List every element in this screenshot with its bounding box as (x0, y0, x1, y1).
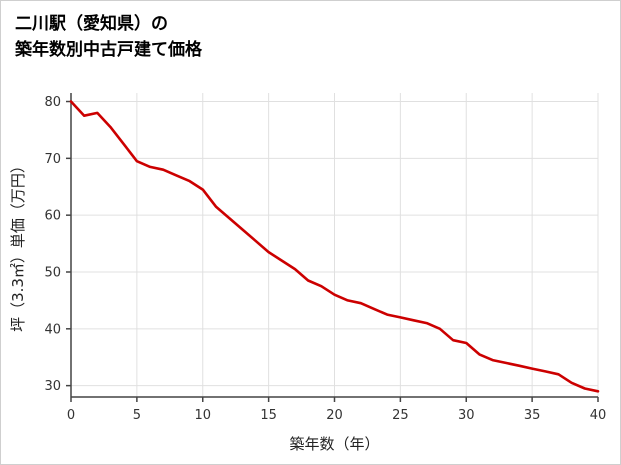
chart-title-line1: 二川駅（愛知県）の (15, 14, 168, 34)
price-line-series (69, 100, 600, 393)
y-tick-label: 60 (44, 209, 61, 224)
chart-title-line2: 築年数別中古戸建て価格 (15, 40, 202, 61)
x-tick-label: 0 (67, 408, 75, 423)
y-tick-label: 80 (44, 95, 61, 110)
x-tick-label: 20 (326, 408, 343, 423)
y-tick-label: 40 (44, 322, 61, 337)
x-tick-label: 5 (133, 408, 141, 423)
x-tick-label: 35 (524, 408, 541, 423)
y-tick-label: 30 (44, 379, 61, 394)
x-tick-label: 40 (590, 408, 607, 423)
chart-title: 二川駅（愛知県）の 築年数別中古戸建て価格 (1, 1, 620, 77)
x-axis-label: 築年数（年） (289, 435, 379, 453)
price-chart: 0 5 10 15 20 25 30 35 40 30 40 50 60 70 80 築年数（年） 坪（3.3㎡… (1, 77, 620, 464)
price-chart-svg: 0 5 10 15 20 25 30 35 40 30 40 50 60 70 80 築年数（年） 坪（3.3㎡… (9, 93, 607, 453)
x-tick-label: 15 (260, 408, 277, 423)
y-tick-label: 50 (44, 265, 61, 280)
x-tick-label: 30 (458, 408, 475, 423)
y-tick-label: 70 (44, 152, 61, 167)
x-tick-label: 25 (392, 408, 409, 423)
x-tick-label: 10 (194, 408, 211, 423)
y-axis-label: 坪（3.3㎡）単価（万円） (9, 158, 27, 332)
